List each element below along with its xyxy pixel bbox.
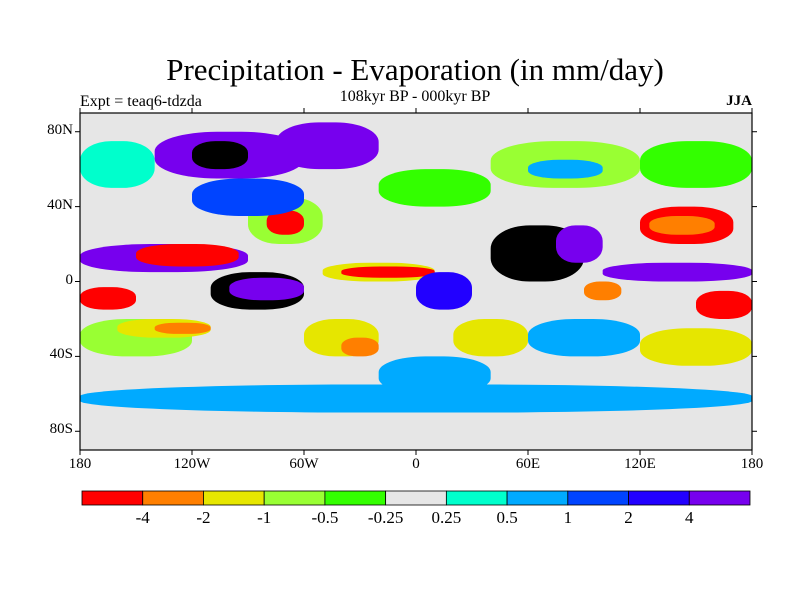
chart-subtitle: 108kyr BP - 000kyr BP: [339, 88, 491, 105]
colorbar-tick-label: -0.25: [367, 508, 404, 527]
lon-tick-label: 120E: [624, 456, 656, 472]
lat-tick-label: 40S: [49, 346, 73, 363]
experiment-label: Expt = teaq6-tdzda: [80, 93, 202, 110]
colorbar-tick-label: 0.5: [496, 508, 518, 527]
colorbar-swatch: [445, 490, 508, 506]
field-patch: [649, 215, 715, 235]
lon-tick-label: 180: [740, 456, 764, 472]
colorbar-swatch: [263, 490, 326, 506]
lat-tick-label: 40N: [47, 196, 73, 213]
lat-tick-label: 0: [65, 271, 74, 288]
season-label: JJA: [726, 93, 752, 109]
field-patch: [80, 141, 155, 188]
field-patch: [80, 287, 136, 310]
colorbar-swatch: [203, 490, 265, 506]
colorbar-swatch: [628, 490, 690, 506]
field-patch: [528, 318, 640, 357]
field-patch: [341, 266, 435, 278]
lon-tick-label: 180: [68, 456, 92, 472]
colorbar-tick-label: -0.5: [311, 508, 339, 527]
chart-title: Precipitation - Evaporation (in mm/day): [166, 52, 664, 87]
field-patch: [229, 277, 304, 301]
lon-tick-label: 120W: [173, 456, 211, 472]
colorbar-swatch: [688, 490, 751, 506]
field-patch: [640, 141, 752, 188]
colorbar-tick-label: 0.25: [431, 508, 462, 527]
field-patch: [528, 159, 603, 179]
lat-tick-label: 80S: [49, 421, 73, 438]
colorbar-tick-label: -1: [257, 508, 272, 527]
colorbar-tick-label: 4: [685, 508, 694, 527]
field-patch: [80, 412, 752, 450]
field-patch: [378, 356, 491, 394]
field-patch: [136, 244, 239, 267]
colorbar-tick-label: -2: [196, 508, 211, 527]
colorbar-swatch: [385, 490, 447, 506]
colorbar-swatch: [567, 490, 629, 506]
field-patch: [341, 337, 379, 357]
field-patch: [266, 210, 304, 235]
field-patch: [556, 225, 603, 263]
colorbar-swatch: [324, 490, 387, 506]
colorbar-tick-label: 1: [563, 508, 573, 527]
field-patch: [696, 290, 752, 319]
field-patch: [80, 384, 752, 413]
field-patch: [378, 169, 491, 207]
colorbar-swatch: [142, 490, 204, 506]
field-patch: [584, 281, 622, 301]
field-patch: [416, 272, 472, 310]
lon-tick-label: 0: [412, 456, 420, 472]
field-patch: [192, 178, 304, 216]
field-patch: [192, 141, 248, 170]
colorbar-swatch: [81, 490, 144, 506]
field-patch: [453, 318, 528, 357]
lon-tick-label: 60E: [515, 456, 541, 472]
colorbar-swatch: [506, 490, 569, 506]
field-patch: [276, 122, 379, 170]
lon-tick-label: 60W: [289, 456, 319, 472]
lat-tick-label: 80N: [47, 121, 73, 138]
colorbar-tick-label: 2: [624, 508, 633, 527]
field-patch: [640, 328, 752, 366]
colorbar-tick-label: -4: [135, 508, 150, 527]
field-patch: [154, 322, 211, 334]
field-patch: [602, 262, 752, 282]
